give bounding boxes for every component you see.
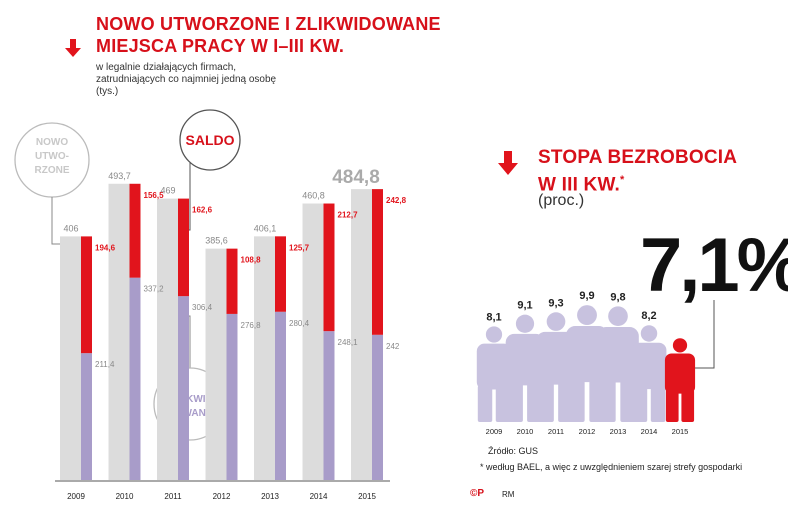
right-title-line2: W III KW.*	[538, 170, 625, 195]
year-label: 2009	[486, 427, 503, 436]
down-arrow-icon	[498, 151, 518, 175]
label-saldo-value: 194,6	[95, 243, 116, 252]
bar-liquidated-2011	[178, 296, 189, 480]
bar-liquidated-2014	[323, 331, 335, 480]
jobs-bar-chart: NOWO UTWO- RZONE SALDO ZLIKWI- DOWANE 40…	[14, 109, 407, 501]
label-new-value: 484,8	[332, 167, 380, 188]
label-new-value: 406	[63, 223, 78, 233]
bar-saldo-2011	[178, 198, 189, 297]
label-saldo-value: 162,6	[192, 206, 213, 215]
label-new-1: NOWO	[36, 137, 68, 148]
label-liquidated-value: 306,4	[192, 303, 213, 312]
big-value: 7,1%	[640, 223, 788, 308]
left-title-line2: MIEJSCA PRACY W I–III KW.	[96, 36, 345, 56]
label-new-value: 406,1	[254, 223, 277, 233]
label-saldo-value: 242,8	[386, 196, 407, 205]
bar-new-2010	[108, 183, 131, 480]
right-title-text: W III KW.	[538, 174, 621, 196]
bar-liquidated-2009	[81, 353, 92, 480]
bar-saldo-2009	[81, 236, 92, 354]
bar-liquidated-2015	[372, 334, 383, 480]
footnote-text: * według BAEL, a więc z uwzględnieniem s…	[480, 462, 743, 472]
label-liquidated-value: 276,8	[241, 321, 262, 330]
bar-new-2013	[254, 236, 276, 480]
credit-mark: ©P	[470, 488, 485, 499]
person-icon	[505, 314, 545, 422]
year-label: 2013	[261, 492, 279, 501]
label-new-2: UTWO-	[35, 151, 69, 162]
label-saldo-value: 156,5	[144, 191, 165, 200]
bar-new-2015	[351, 189, 373, 480]
label-new-value: 469	[160, 186, 175, 196]
down-arrow-icon	[65, 39, 81, 57]
bar-saldo-2015	[372, 189, 383, 335]
label-liquidated-value: 280,4	[289, 319, 310, 328]
right-unit: (proc.)	[538, 192, 585, 209]
label-saldo: SALDO	[186, 132, 235, 148]
credit-text: RM	[502, 490, 515, 499]
rate-label: 9,3	[548, 297, 563, 309]
bar-saldo-2014	[323, 203, 335, 332]
label-liquidated-value: 337,2	[144, 285, 165, 294]
label-new-value: 460,8	[302, 191, 325, 201]
label-liquidated-value: 211,4	[95, 360, 115, 369]
left-title-line1: NOWO UTWORZONE I ZLIKWIDOWANE	[96, 14, 441, 34]
bar-liquidated-2012	[226, 313, 238, 480]
source-text: Źródło: GUS	[488, 446, 539, 456]
rate-label: 9,1	[517, 300, 532, 312]
bar-new-2011	[157, 198, 179, 480]
rate-label: 9,9	[579, 290, 594, 302]
left-unit: (tys.)	[96, 86, 119, 97]
person-icon-highlight	[664, 338, 696, 422]
label-liquidated-value: 242	[386, 342, 400, 351]
persons	[476, 305, 696, 422]
bars	[60, 183, 383, 480]
bar-saldo-2013	[275, 236, 286, 312]
label-liquidated-value: 248,1	[338, 338, 359, 347]
year-label: 2014	[641, 427, 658, 436]
bar-liquidated-2013	[275, 311, 286, 480]
year-label: 2010	[116, 492, 134, 501]
bar-new-2014	[302, 203, 325, 480]
right-title-line1: STOPA BEZROBOCIA	[538, 147, 738, 168]
label-saldo-value: 108,8	[241, 256, 262, 265]
label-saldo-value: 125,7	[289, 243, 310, 252]
left-subtitle-line2: zatrudniających co najmniej jedną osobę	[96, 74, 277, 85]
year-label: 2010	[517, 427, 534, 436]
left-subtitle-line1: w legalnie działających firmach,	[96, 62, 237, 73]
label-new-value: 493,7	[108, 171, 131, 181]
bar-liquidated-2010	[129, 277, 141, 480]
person-icon	[536, 312, 576, 422]
label-new-3: RZONE	[35, 165, 70, 176]
label-liq-1: ZLIKWI-	[171, 394, 209, 405]
rate-label: 8,2	[641, 310, 656, 322]
year-label: 2014	[310, 492, 328, 501]
right-title-mark: *	[620, 174, 625, 186]
year-label: 2015	[358, 492, 376, 501]
year-label: 2009	[67, 492, 85, 501]
year-label: 2015	[672, 427, 689, 436]
year-label: 2012	[213, 492, 231, 501]
rate-label: 8,1	[486, 311, 501, 323]
label-saldo-value: 212,7	[338, 211, 359, 220]
bar-saldo-2012	[226, 248, 238, 314]
year-label: 2011	[164, 492, 182, 501]
year-label: 2011	[548, 427, 564, 436]
bar-new-2012	[205, 248, 228, 480]
person-icon	[476, 326, 512, 422]
person-icon	[631, 325, 667, 422]
year-label: 2012	[579, 427, 596, 436]
new-callout: NOWO UTWO- RZONE	[14, 122, 90, 246]
rate-label: 9,8	[610, 291, 625, 303]
bar-new-2009	[60, 236, 82, 480]
bar-saldo-2010	[129, 183, 141, 278]
saldo-callout: SALDO	[174, 109, 241, 232]
label-new-value: 385,6	[205, 236, 228, 246]
label-liq-2: DOWANE	[168, 408, 213, 419]
year-label: 2013	[610, 427, 627, 436]
